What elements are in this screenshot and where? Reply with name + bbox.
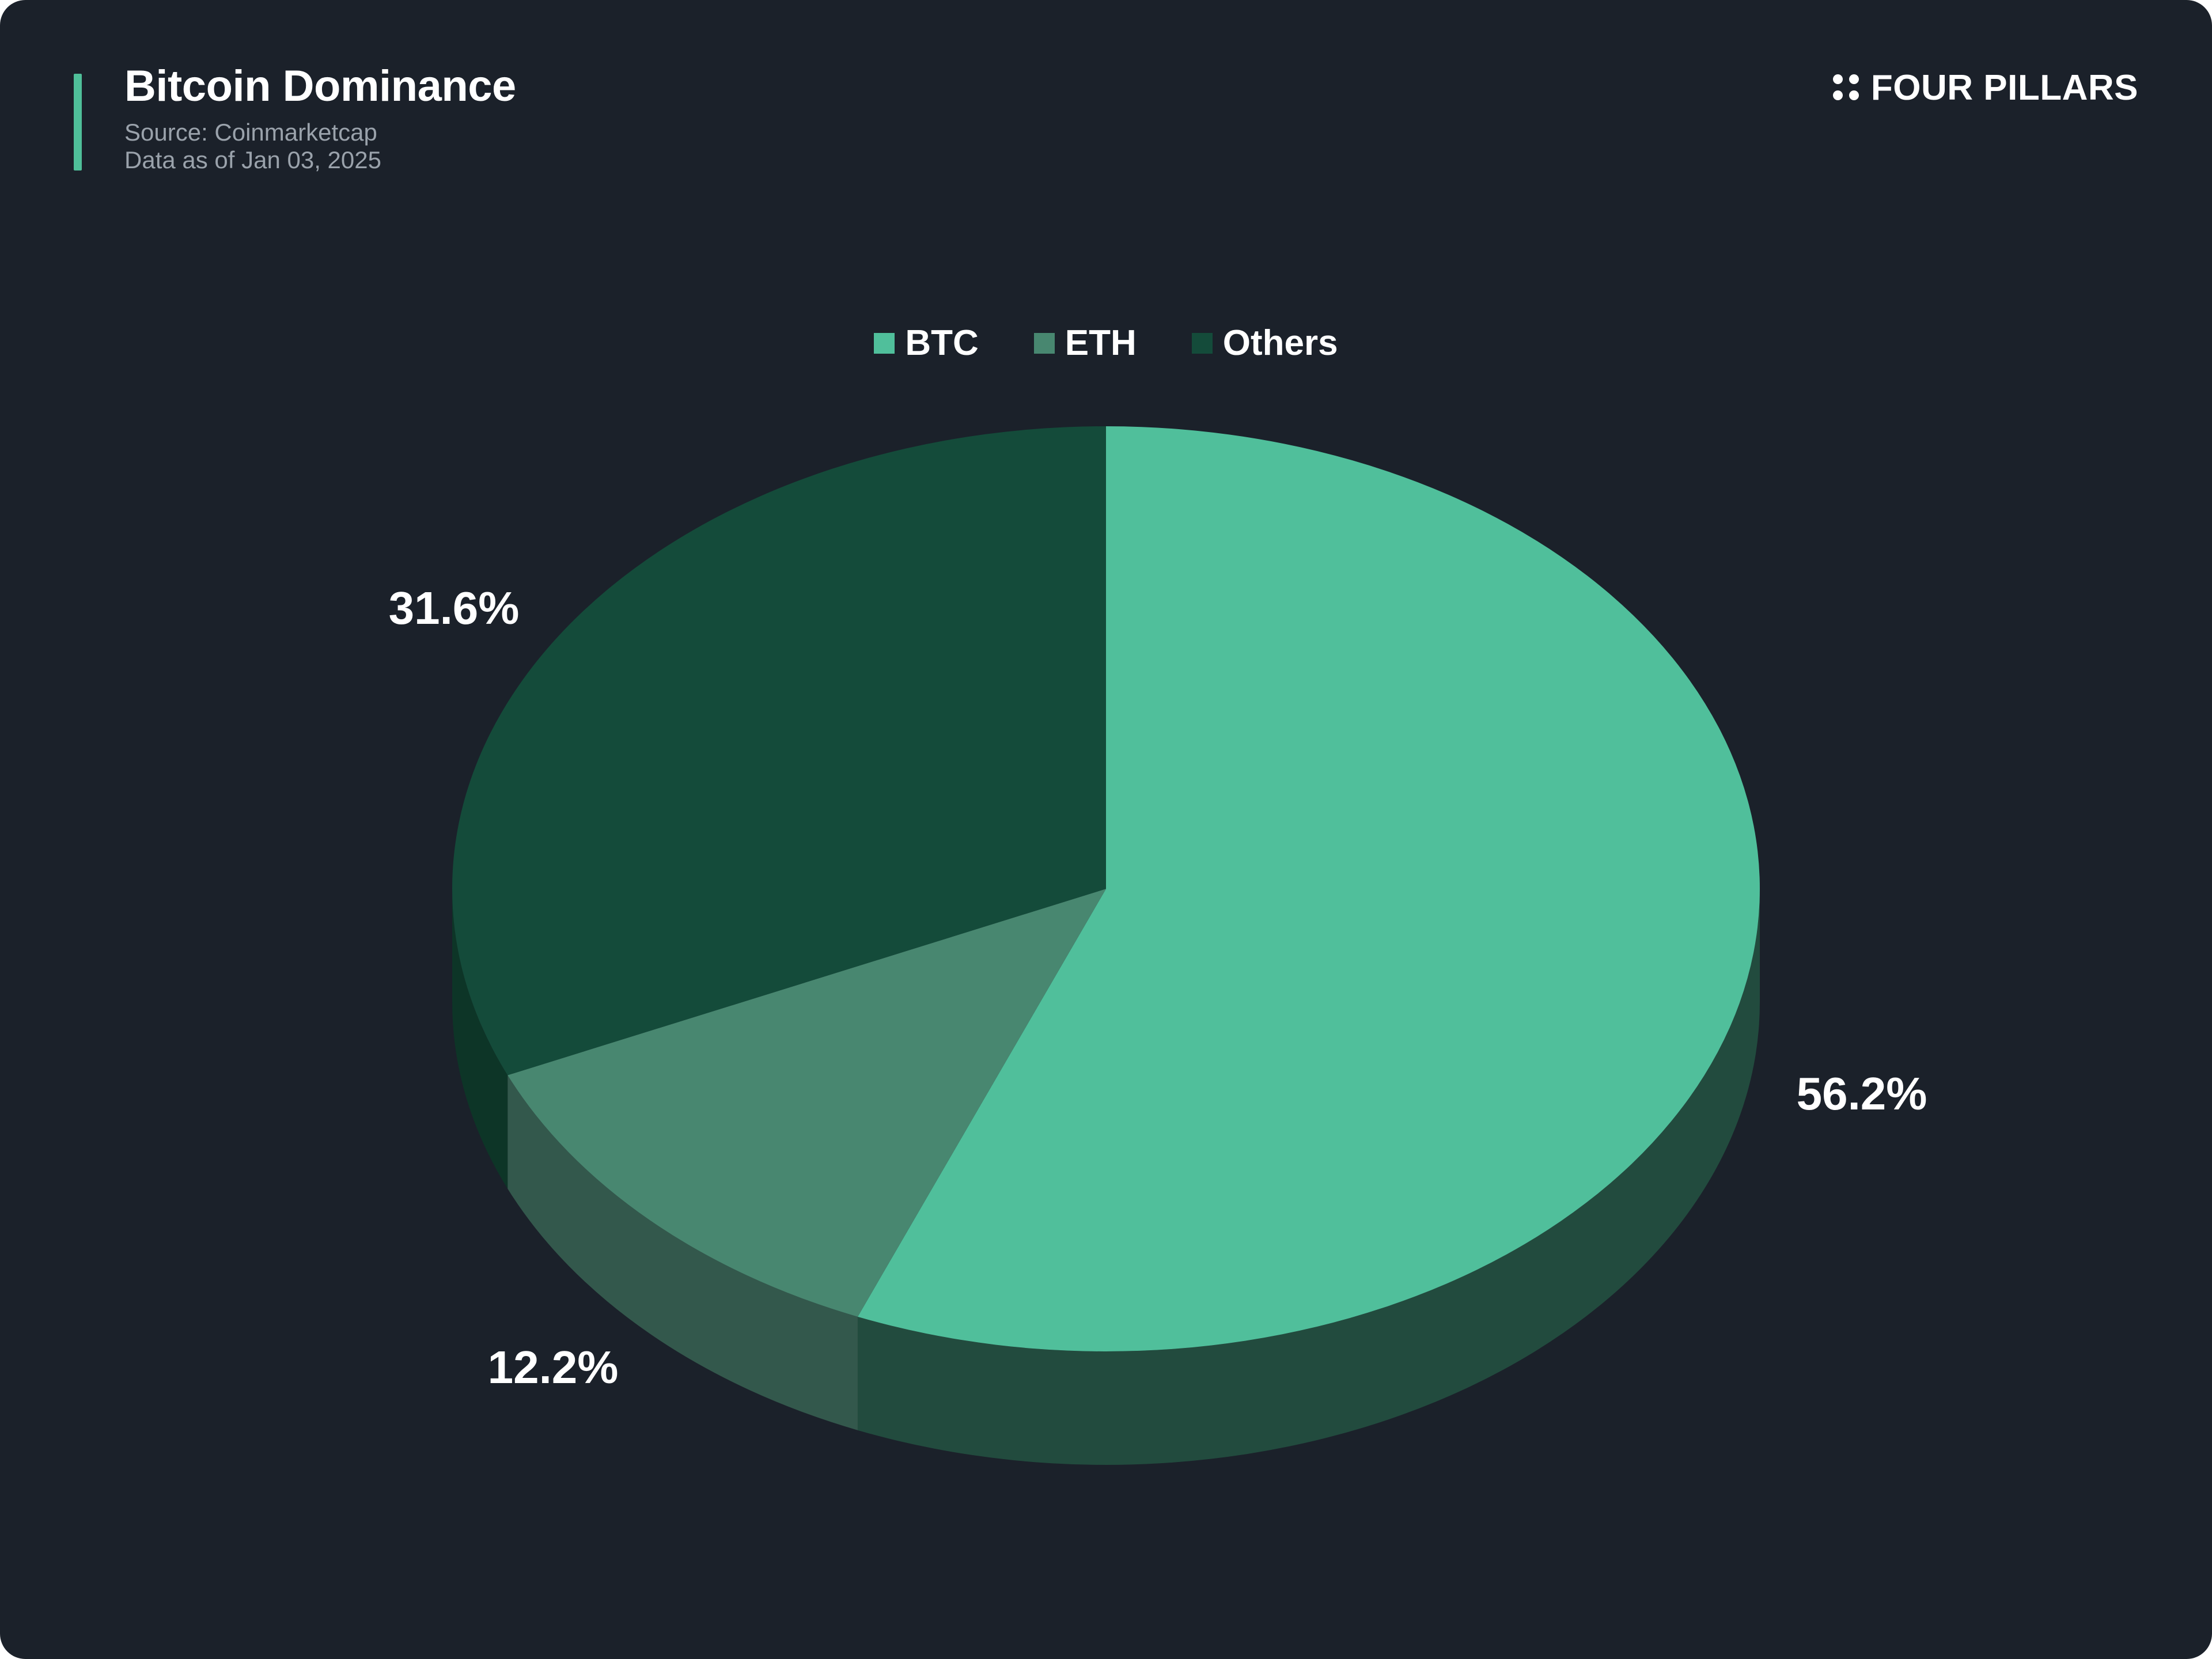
legend-swatch-eth bbox=[1033, 332, 1055, 354]
data-label-btc: 56.2% bbox=[1797, 1068, 1927, 1119]
brand-name: FOUR PILLARS bbox=[1870, 67, 2138, 108]
chart-title: Bitcoin Dominance bbox=[124, 62, 516, 111]
data-label-others: 31.6% bbox=[389, 582, 520, 634]
date-note: Data as of Jan 03, 2025 bbox=[124, 146, 381, 173]
legend-swatch-btc bbox=[874, 332, 895, 354]
pie-side-eth bbox=[507, 1075, 858, 1430]
legend-label-btc: BTC bbox=[905, 323, 979, 363]
pie-slice-eth bbox=[507, 889, 1106, 1317]
source-note: Source: Coinmarketcap bbox=[124, 119, 377, 146]
pie-side-btc bbox=[857, 889, 1760, 1465]
legend-swatch-others bbox=[1191, 332, 1213, 354]
pie-slice-others bbox=[452, 426, 1107, 1075]
brand-logo: FOUR PILLARS bbox=[1832, 65, 2138, 111]
pie-slice-btc bbox=[857, 426, 1760, 1351]
data-label-eth: 12.2% bbox=[488, 1342, 619, 1393]
legend-label-others: Others bbox=[1222, 323, 1338, 363]
legend-item-eth: ETH bbox=[1033, 323, 1137, 363]
pie-sides bbox=[452, 889, 1760, 1465]
legend-item-others: Others bbox=[1191, 323, 1338, 363]
four-dots-icon bbox=[1832, 74, 1859, 101]
legend: BTC ETH Others bbox=[0, 323, 2212, 363]
title-accent-bar bbox=[74, 74, 82, 171]
pie-slices bbox=[452, 426, 1760, 1351]
pie-side-others bbox=[452, 889, 508, 1189]
legend-item-btc: BTC bbox=[874, 323, 979, 363]
legend-label-eth: ETH bbox=[1065, 323, 1137, 363]
